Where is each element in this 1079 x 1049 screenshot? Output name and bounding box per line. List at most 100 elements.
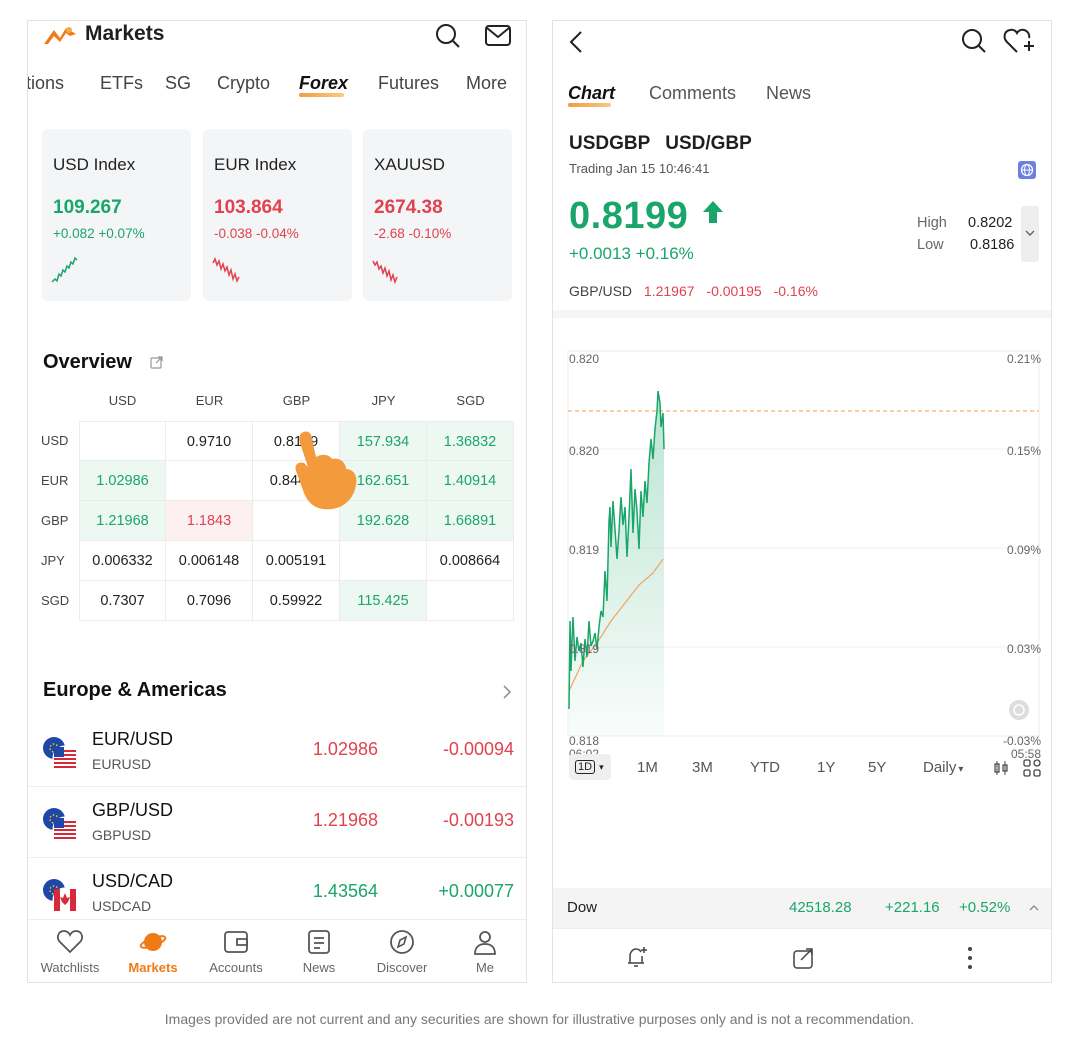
nav-item-me[interactable]: Me — [443, 928, 526, 975]
symbol-pair: USD/GBP — [665, 133, 752, 154]
tab-active-indicator — [299, 93, 345, 97]
tab-chart-label: Chart — [568, 83, 616, 103]
index-card-usd[interactable]: USD Index 109.267 +0.082 +0.07% — [42, 129, 191, 301]
rate-cell — [166, 461, 253, 501]
nav-label: Watchlists — [40, 960, 100, 975]
column-header: EUR — [195, 393, 224, 408]
range-1m[interactable]: 1M — [637, 759, 658, 776]
share-icon[interactable] — [792, 946, 816, 970]
range-ytd[interactable]: YTD — [750, 759, 780, 776]
ref-price: 1.21967 — [643, 283, 695, 299]
compass-icon — [390, 930, 414, 954]
tab-more[interactable]: More — [466, 73, 508, 93]
tab-chart[interactable]: Chart — [568, 83, 616, 107]
index-card-xauusd[interactable]: XAUUSD 2674.38 -2.68 -0.10% — [363, 129, 512, 301]
nav-item-markets[interactable]: Markets — [111, 928, 195, 975]
search-icon[interactable] — [959, 27, 987, 55]
more-options-icon[interactable] — [967, 946, 973, 970]
rate-cell[interactable]: 0.9710 — [166, 421, 253, 461]
disclaimer: Images provided are not current and any … — [164, 1011, 915, 1027]
index-name: XAUUSD — [374, 155, 445, 174]
quote-action-bar — [553, 928, 1051, 982]
tab-forex[interactable]: Forex — [299, 73, 349, 97]
overview-title: Overview — [43, 351, 132, 373]
add-to-watchlist-icon[interactable] — [1003, 27, 1037, 55]
nav-item-watchlists[interactable]: Watchlists — [28, 928, 112, 975]
rate-cell[interactable]: 0.006332 — [79, 541, 166, 581]
ticker-value: 42518.28 — [789, 899, 852, 916]
rate-cell[interactable]: 1.36832 — [427, 421, 514, 461]
range-1y[interactable]: 1Y — [817, 759, 836, 776]
globe-icon[interactable] — [1018, 161, 1036, 179]
rate-cell[interactable]: 1.40914 — [427, 461, 514, 501]
ticker-change: +221.16 — [885, 899, 940, 916]
reset-view-icon[interactable] — [1008, 699, 1030, 721]
range-1d[interactable]: 1D ▾ — [569, 754, 611, 780]
layout-grid-icon[interactable] — [1023, 759, 1041, 777]
interval-label: Daily — [923, 759, 957, 776]
nav-label: Me — [475, 960, 495, 975]
ticker-pct: +0.52% — [959, 899, 1011, 916]
index-ticker-bar[interactable]: Dow 42518.28 +221.16 +0.52% — [553, 888, 1051, 928]
tab-news[interactable]: News — [766, 83, 812, 103]
back-arrow-icon[interactable] — [567, 29, 587, 55]
average-line — [568, 558, 664, 692]
currency-flags-icon — [43, 879, 78, 913]
rate-cell[interactable]: 0.005191 — [253, 541, 340, 581]
rate-cell[interactable]: 0.006148 — [166, 541, 253, 581]
pair-row[interactable]: GBP/USD GBPUSD 1.21968 -0.00193 — [28, 788, 526, 858]
low-label: Low — [917, 237, 944, 253]
rate-cell[interactable]: 115.425 — [340, 581, 427, 621]
mail-icon[interactable] — [483, 21, 513, 51]
nav-item-discover[interactable]: Discover — [360, 928, 444, 975]
row-header: GBP — [41, 513, 69, 528]
ref-change: -0.00195 — [706, 283, 762, 299]
rate-cell[interactable]: 0.59922 — [253, 581, 340, 621]
y-axis-pct-label: 0.09% — [1006, 543, 1041, 557]
heart-icon — [57, 930, 83, 954]
tab-crypto[interactable]: Crypto — [217, 73, 271, 93]
tab-sg[interactable]: SG — [165, 73, 192, 93]
range-5y[interactable]: 5Y — [868, 759, 887, 776]
rate-cell[interactable]: 1.21968 — [79, 501, 166, 541]
index-card-eur[interactable]: EUR Index 103.864 -0.038 -0.04% — [203, 129, 352, 301]
tab-forex-label: Forex — [299, 73, 349, 93]
rate-cell[interactable]: 0.7096 — [166, 581, 253, 621]
rate-cell[interactable]: 0.8199 — [253, 421, 340, 461]
column-header: JPY — [371, 393, 396, 408]
tab-options[interactable]: tions — [27, 73, 65, 93]
add-alert-icon[interactable] — [625, 945, 649, 969]
news-icon — [308, 930, 330, 954]
symbol-heading: USDGBP USD/GBP — [569, 133, 752, 155]
nav-label: Accounts — [209, 960, 263, 975]
planet-icon — [139, 933, 167, 951]
rate-cell[interactable]: 1.1843 — [166, 501, 253, 541]
share-icon[interactable] — [150, 355, 164, 369]
currency-flags-icon — [43, 737, 78, 771]
rate-cell[interactable]: 0.7307 — [79, 581, 166, 621]
expand-quote-button[interactable] — [1021, 206, 1039, 262]
interval-select[interactable]: Daily ▾ — [923, 759, 963, 776]
chevron-right-icon[interactable] — [502, 684, 512, 700]
search-icon[interactable] — [432, 21, 462, 51]
candlestick-icon[interactable] — [993, 760, 1009, 776]
intraday-chart[interactable]: 0.820 0.820 0.819 0.819 0.818 0.21% 0.15… — [553, 321, 1051, 761]
range-3m[interactable]: 3M — [692, 759, 713, 776]
tab-etfs[interactable]: ETFs — [100, 73, 143, 93]
high-row: High 0.8202 — [917, 215, 1012, 231]
nav-item-news[interactable]: News — [277, 928, 361, 975]
pair-row[interactable]: EUR/USD EURUSD 1.02986 -0.00094 — [28, 717, 526, 787]
pair-name: EUR/USD — [92, 729, 174, 749]
y-axis-pct-label: 0.21% — [1006, 352, 1041, 366]
tab-futures[interactable]: Futures — [378, 73, 440, 93]
chart-canvas — [567, 350, 1040, 737]
nav-item-accounts[interactable]: Accounts — [194, 928, 278, 975]
pair-name: GBP/USD — [92, 800, 174, 820]
rate-cell[interactable]: 1.66891 — [427, 501, 514, 541]
rate-cell[interactable]: 192.628 — [340, 501, 427, 541]
caret-down-icon: ▾ — [958, 764, 964, 775]
rate-cell[interactable]: 157.934 — [340, 421, 427, 461]
rate-cell[interactable]: 1.02986 — [79, 461, 166, 501]
tab-comments[interactable]: Comments — [649, 83, 737, 103]
rate-cell[interactable]: 0.008664 — [427, 541, 514, 581]
